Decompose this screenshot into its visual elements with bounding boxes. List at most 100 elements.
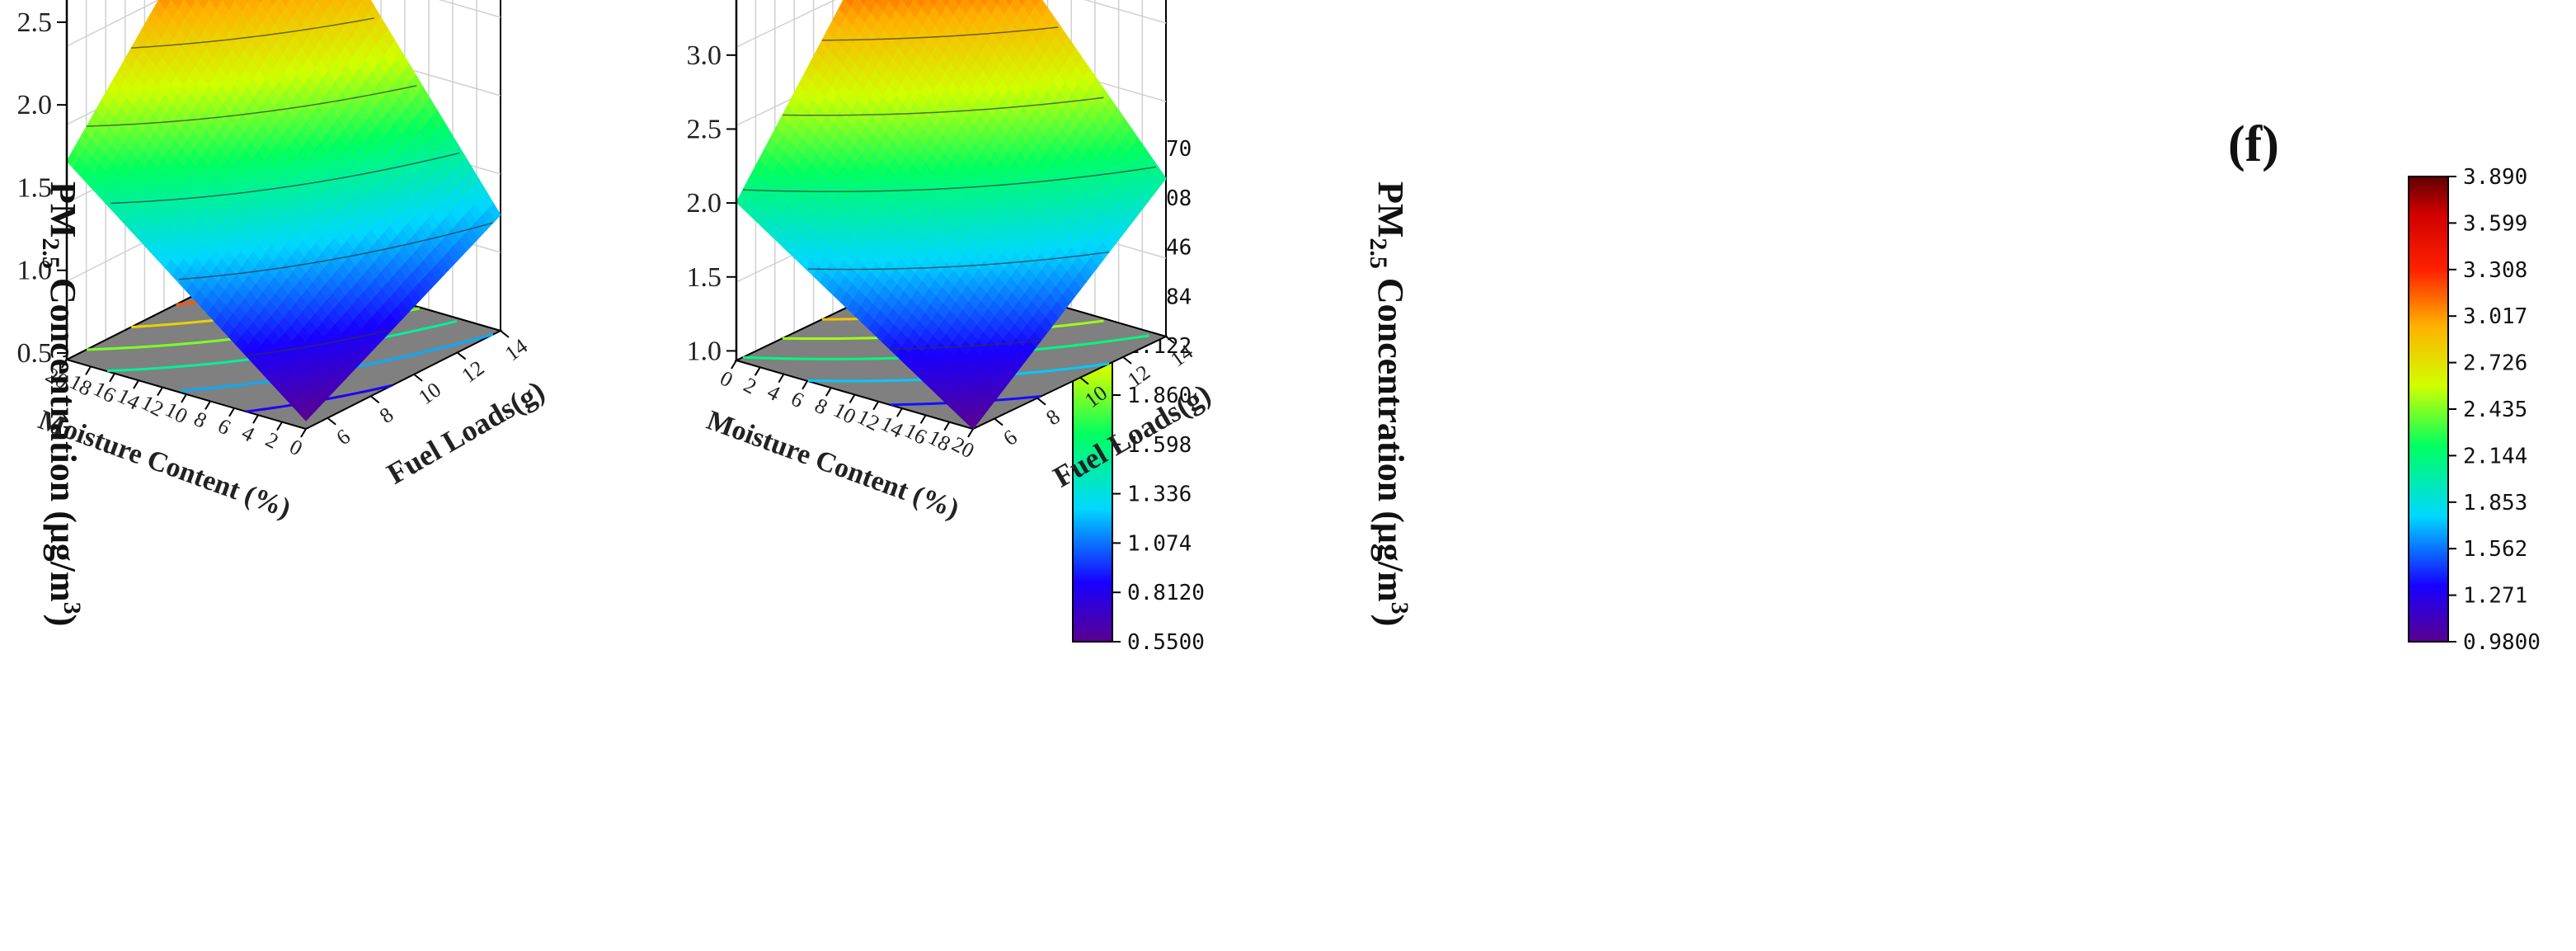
z-tick-label: 3.0 <box>687 40 722 71</box>
x-tick-mark <box>204 400 211 410</box>
surface-patch <box>992 0 1001 7</box>
surface-patch <box>1004 0 1014 7</box>
surface <box>736 0 1167 430</box>
x-tick-mark <box>300 428 307 438</box>
x-tick-mark <box>872 401 880 411</box>
y-tick-mark <box>370 395 380 404</box>
x-tick-label: 6 <box>214 413 234 440</box>
x-axis-title: Moisture Content (%) <box>703 405 963 525</box>
z-tick-label: 2.0 <box>17 90 53 120</box>
y-tick-mark <box>500 330 510 338</box>
colorbar-tick-label: 3.017 <box>2463 304 2527 329</box>
surface-contour <box>246 328 393 357</box>
surface-patch <box>298 406 313 421</box>
wall-gridline <box>438 0 501 18</box>
colorbar-tick-label: 2.435 <box>2463 398 2527 422</box>
wall-gridline <box>736 0 836 48</box>
colorbar-tick-label: 0.9800 <box>2463 630 2541 655</box>
x-tick-mark <box>825 387 832 397</box>
x-tick-mark <box>133 379 139 389</box>
y-tick-mark <box>1122 356 1132 365</box>
colorbar-tick-label: 2.144 <box>2463 444 2527 468</box>
z-axis-title: PM2.5 Concentration (μg/m3) <box>37 181 86 626</box>
surface-contour <box>782 97 1104 116</box>
colorbar-tick-label: 1.853 <box>2463 491 2527 516</box>
x-tick-label: 8 <box>811 393 831 420</box>
x-tick-mark <box>943 421 951 431</box>
x-tick-mark <box>731 360 737 370</box>
x-tick-label: 6 <box>787 387 808 413</box>
colorbar-tick-label: 3.599 <box>2463 211 2527 236</box>
surface-patch <box>326 0 334 6</box>
x-tick-mark <box>252 414 259 424</box>
surface-contour <box>87 85 417 127</box>
y-tick-mark <box>413 374 423 382</box>
z-tick-label: 1.0 <box>687 336 722 366</box>
x-tick-label: 0 <box>285 435 306 461</box>
x-tick-label: 8 <box>190 407 210 433</box>
colorbar-tick-label: 1.074 <box>1127 531 1192 556</box>
x-tick-mark <box>157 387 163 397</box>
surface-contour <box>178 222 494 280</box>
surface-contour <box>110 152 460 205</box>
wall-gridline <box>1084 0 1167 24</box>
y-tick-mark <box>456 351 467 360</box>
colorbar-tick-label: 1.562 <box>2463 537 2527 562</box>
surface-contour <box>807 251 1110 271</box>
y-tick-mark <box>1165 336 1175 344</box>
x-tick-label: 2 <box>261 427 282 454</box>
x-tick-label: 4 <box>237 421 258 447</box>
colorbar-tick-label: 1.860 <box>1127 384 1192 408</box>
y-tick-label: 10 <box>414 378 445 410</box>
z-tick-label: 2.0 <box>687 188 722 219</box>
colorbar-tick-label: 1.336 <box>1127 483 1192 507</box>
x-tick-label: 2 <box>740 373 760 399</box>
z-tick-label: 2.5 <box>17 7 53 38</box>
colorbar-tick-label: 0.8120 <box>1127 581 1205 605</box>
y-tick-label: 6 <box>999 425 1022 450</box>
surface-contour <box>891 340 1041 350</box>
z-tick-label: 1.5 <box>17 172 53 203</box>
x-tick-mark <box>276 421 283 431</box>
x-tick-mark <box>848 393 856 404</box>
surface-patch <box>269 0 277 7</box>
x-tick-mark <box>109 373 115 383</box>
colorbar-tick-label: 1.598 <box>1127 433 1192 458</box>
colorbar-tick-label: 0.5500 <box>1127 630 1205 655</box>
x-tick-mark <box>778 374 785 384</box>
y-tick-mark <box>994 417 1004 426</box>
z-axis-title: PM2.5 Concentration (μg/m3) <box>1365 181 1413 626</box>
y-axis-title: Fuel Loads(g) <box>382 374 550 491</box>
panel-label: (f) <box>2228 116 2279 172</box>
z-tick-label: 1.0 <box>17 256 53 286</box>
y-tick-label: 8 <box>375 403 398 428</box>
x-tick-mark <box>61 359 68 369</box>
colorbar <box>2408 176 2449 643</box>
x-tick-mark <box>85 365 92 375</box>
x-tick-label: 4 <box>764 379 784 406</box>
x-tick-mark <box>181 393 187 403</box>
surface-contour <box>821 26 1059 41</box>
colorbar-tick-label: 1.271 <box>2463 584 2527 609</box>
y-tick-label: 8 <box>1041 404 1065 430</box>
surface-patch <box>858 0 867 7</box>
x-tick-mark <box>919 414 927 424</box>
surface-patch <box>980 0 989 7</box>
y-tick-mark <box>327 417 336 426</box>
z-tick-label: 2.5 <box>687 114 722 144</box>
surface-patch <box>257 0 264 5</box>
colorbar-tick-label: 3.890 <box>2463 165 2527 190</box>
x-tick-mark <box>801 380 808 390</box>
surface <box>66 0 501 421</box>
y-tick-label: 6 <box>331 424 355 450</box>
x-tick-mark <box>228 407 235 417</box>
y-tick-mark <box>1037 397 1046 406</box>
y-tick-mark <box>1079 376 1089 385</box>
x-tick-label: 0 <box>716 366 736 393</box>
wall-gridline <box>66 0 160 47</box>
surface-patch <box>954 0 964 7</box>
surface-patch <box>965 414 980 430</box>
surface-contour <box>131 17 374 49</box>
